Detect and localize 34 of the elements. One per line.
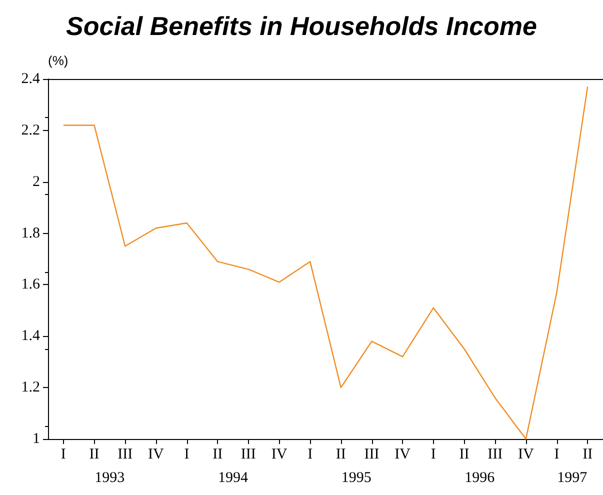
text: 1993 — [94, 470, 125, 486]
x-tick-label: II — [89, 446, 100, 462]
y-tick-label: 1.4 — [21, 328, 40, 344]
x-tick-label: II — [336, 446, 346, 462]
x-tick-label: III — [488, 446, 503, 462]
x-tick-label: III — [240, 446, 256, 462]
x-tick-label: I — [430, 446, 436, 462]
text: 1994 — [218, 470, 248, 486]
x-tick-label: II — [582, 446, 593, 462]
y-tick-label: 2 — [32, 174, 40, 190]
y-tick-label: 1.2 — [21, 380, 40, 396]
y-tick-label: 2.2 — [21, 122, 40, 138]
y-tick-label: 1.6 — [21, 276, 40, 293]
x-tick-label: II — [212, 446, 223, 462]
chart-title: Social Benefits in Households Income — [66, 11, 537, 41]
x-tick-label: IV — [271, 446, 288, 462]
y-tick-label: 2.4 — [21, 71, 40, 87]
x-tick-label: III — [118, 446, 133, 462]
y-tick-label: 1 — [32, 431, 40, 447]
text: 1996 — [464, 470, 496, 486]
x-tick-label: IV — [518, 446, 534, 462]
line-series — [62, 86, 588, 440]
x-tick-label: I — [308, 446, 313, 462]
x-tick-label: I — [60, 446, 66, 462]
x-tick-label: III — [364, 446, 380, 462]
text: 1995 — [341, 470, 372, 486]
x-tick-label: I — [554, 446, 560, 462]
x-tick-label: II — [459, 446, 470, 462]
y-axis-title: (%) — [48, 53, 68, 68]
x-tick-label: IV — [394, 446, 411, 462]
x-tick-label: I — [184, 446, 190, 462]
x-tick-label: IV — [148, 446, 164, 462]
y-tick-label: 1.8 — [21, 225, 40, 242]
text: 1997 — [557, 470, 588, 486]
